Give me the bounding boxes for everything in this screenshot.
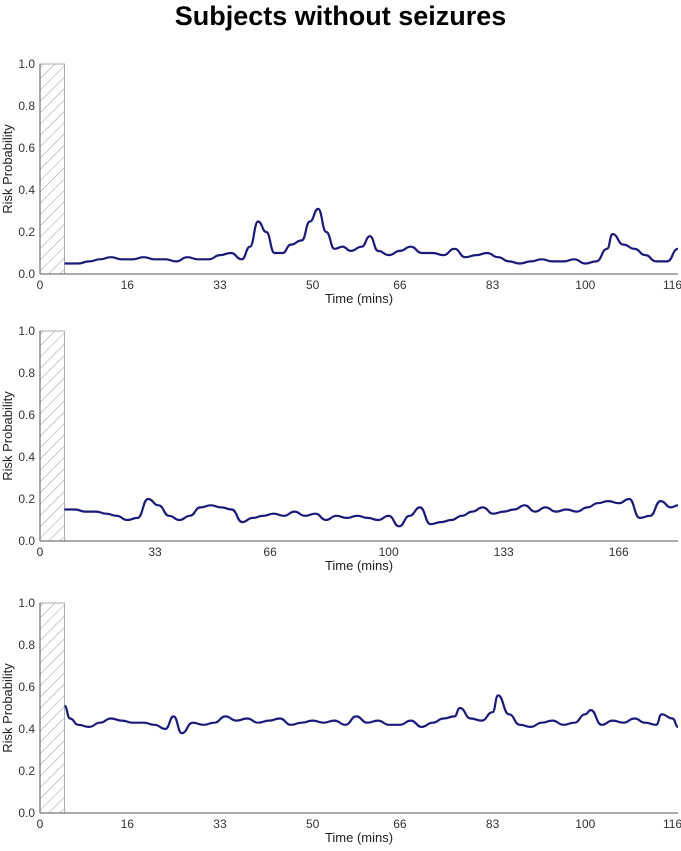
y-tick-label: 1.0 <box>18 324 35 338</box>
y-axis-label: Risk Probability <box>0 663 15 753</box>
y-tick-label: 0.6 <box>18 141 35 155</box>
y-tick-label: 0.0 <box>18 806 35 820</box>
x-tick-label: 33 <box>213 278 227 292</box>
y-tick-label: 0.0 <box>18 534 35 548</box>
x-tick-label: 66 <box>393 817 407 831</box>
x-tick-label: 100 <box>379 545 399 559</box>
y-tick-label: 0.2 <box>18 492 35 506</box>
y-tick-label: 0.0 <box>18 267 35 281</box>
x-tick-label: 133 <box>494 545 514 559</box>
y-tick-label: 0.4 <box>18 183 35 197</box>
x-tick-label: 100 <box>575 817 595 831</box>
x-tick-label: 83 <box>486 817 500 831</box>
x-tick-label: 66 <box>393 278 407 292</box>
chart-panel-1: 0.0 0.2 0.4 0.6 0.8 1.0 0 16 33 50 66 83 100 116 Time … <box>0 57 681 306</box>
series-line <box>64 207 679 265</box>
x-axis-label: Time (mins) <box>325 291 393 306</box>
y-axis-label: Risk Probability <box>0 391 15 481</box>
x-tick-label: 0 <box>37 545 44 559</box>
y-tick-label: 0.8 <box>18 99 35 113</box>
x-tick-label: 100 <box>575 278 595 292</box>
y-tick-label: 0.6 <box>18 408 35 422</box>
series-line <box>64 497 679 528</box>
x-axis-label: Time (mins) <box>325 558 393 573</box>
x-tick-label: 33 <box>148 545 162 559</box>
hatched-region <box>39 63 65 275</box>
x-axis-label: Time (mins) <box>325 830 393 845</box>
y-tick-label: 1.0 <box>18 596 35 610</box>
chart-panel-3: 0.0 0.2 0.4 0.6 0.8 1.0 0 16 33 50 66 83 100 116 Time … <box>0 596 681 845</box>
y-tick-label: 0.4 <box>18 450 35 464</box>
figure-title: Subjects without seizures <box>174 1 507 31</box>
x-tick-label: 166 <box>609 545 629 559</box>
x-tick-label: 0 <box>37 817 44 831</box>
chart-panel-2: 0.0 0.2 0.4 0.6 0.8 1.0 0 33 66 100 133 166 Time (mi… <box>0 324 679 573</box>
y-tick-label: 0.2 <box>18 225 35 239</box>
y-tick-label: 0.8 <box>18 366 35 380</box>
y-tick-label: 0.8 <box>18 638 35 652</box>
x-tick-label: 16 <box>121 278 135 292</box>
y-axis-label: Risk Probability <box>0 124 15 214</box>
x-tick-label: 66 <box>263 545 277 559</box>
x-tick-label: 0 <box>37 278 44 292</box>
x-tick-label: 16 <box>121 817 135 831</box>
x-tick-label: 116 <box>663 817 681 831</box>
y-tick-label: 1.0 <box>18 57 35 71</box>
x-tick-label: 50 <box>306 278 320 292</box>
x-tick-label: 33 <box>213 817 227 831</box>
hatched-region <box>39 330 65 542</box>
x-tick-label: 116 <box>663 278 681 292</box>
x-tick-label: 83 <box>486 278 500 292</box>
y-tick-label: 0.2 <box>18 764 35 778</box>
hatched-region <box>39 602 65 814</box>
y-tick-label: 0.6 <box>18 680 35 694</box>
x-tick-label: 50 <box>306 817 320 831</box>
y-tick-label: 0.4 <box>18 722 35 736</box>
series-line <box>63 694 679 735</box>
